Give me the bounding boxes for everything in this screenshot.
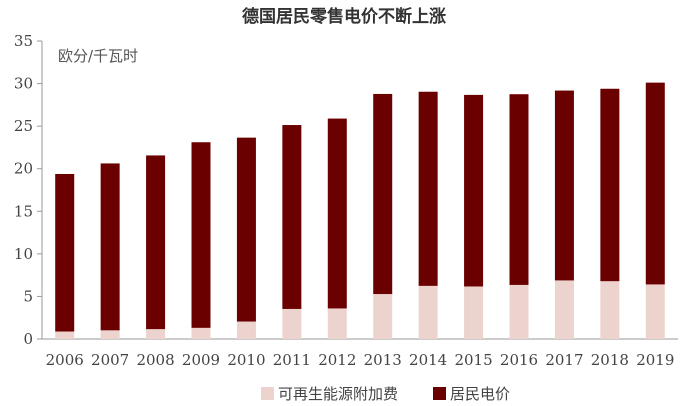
- y-tick-label: 5: [23, 287, 33, 305]
- x-tick-label: 2011: [273, 351, 311, 369]
- y-tick-label: 0: [23, 330, 33, 348]
- y-tick-label: 20: [14, 160, 33, 178]
- legend-swatch-renewable-surcharge: [261, 387, 274, 400]
- x-tick-label: 2015: [454, 351, 492, 369]
- y-tick-label: 15: [14, 202, 33, 220]
- y-tick-label: 30: [14, 75, 33, 93]
- bar-residential-price: [100, 163, 120, 331]
- bar-residential-price: [191, 142, 211, 328]
- y-axis: 0 5 10 15 20 25 30 35: [14, 32, 43, 348]
- x-tick-label: 2017: [545, 351, 583, 369]
- x-tick-label: 2016: [500, 351, 538, 369]
- x-tick-label: 2013: [364, 351, 402, 369]
- x-tick-label: 2008: [136, 351, 174, 369]
- legend-label-renewable-surcharge: 可再生能源附加费: [278, 385, 398, 403]
- bar-renewable-surcharge: [327, 308, 347, 339]
- bar-renewable-surcharge: [509, 284, 529, 339]
- bar-residential-price: [464, 94, 484, 287]
- x-tick-label: 2012: [318, 351, 356, 369]
- y-tick-label: 10: [14, 245, 33, 263]
- bar-renewable-surcharge: [645, 284, 665, 339]
- bar-residential-price: [55, 173, 75, 332]
- bar-residential-price: [554, 90, 574, 281]
- bar-residential-price: [327, 118, 347, 309]
- y-tick-label: 35: [14, 32, 33, 50]
- x-tick-label: 2009: [182, 351, 220, 369]
- bar-renewable-surcharge: [55, 331, 75, 339]
- x-tick-label: 2007: [91, 351, 129, 369]
- bar-residential-price: [373, 93, 393, 295]
- bar-residential-price: [418, 91, 438, 286]
- y-tick-label: 25: [14, 117, 33, 135]
- legend: 可再生能源附加费 居民电价: [261, 385, 510, 403]
- bar-residential-price: [600, 88, 620, 282]
- bar-residential-price: [236, 137, 256, 322]
- x-axis: 2006 2007 2008 2009 2010 2011 2012 2013 2014 2015…: [42, 338, 678, 369]
- chart-title: 德国居民零售电价不断上涨: [242, 6, 446, 27]
- bar-renewable-surcharge: [418, 285, 438, 339]
- bar-renewable-surcharge: [373, 294, 393, 339]
- x-tick-label: 2018: [591, 351, 629, 369]
- bar-renewable-surcharge: [191, 327, 211, 339]
- x-tick-label: 2010: [227, 351, 265, 369]
- x-tick-label: 2014: [409, 351, 447, 369]
- bar-renewable-surcharge: [464, 286, 484, 339]
- bar-renewable-surcharge: [236, 321, 256, 339]
- x-tick-label: 2019: [636, 351, 674, 369]
- legend-swatch-residential-price: [433, 387, 446, 400]
- bar-renewable-surcharge: [554, 280, 574, 339]
- x-tick-label: 2006: [46, 351, 84, 369]
- bar-residential-price: [282, 125, 302, 309]
- bar-residential-price: [645, 82, 665, 285]
- legend-label-residential-price: 居民电价: [450, 385, 510, 403]
- bar-renewable-surcharge: [146, 329, 166, 339]
- bar-residential-price: [146, 155, 166, 330]
- unit-label: 欧分/千瓦时: [58, 47, 138, 65]
- bar-renewable-surcharge: [100, 330, 120, 339]
- bars: [55, 82, 665, 339]
- bar-residential-price: [509, 94, 529, 285]
- bar-renewable-surcharge: [600, 281, 620, 339]
- bar-renewable-surcharge: [282, 308, 302, 339]
